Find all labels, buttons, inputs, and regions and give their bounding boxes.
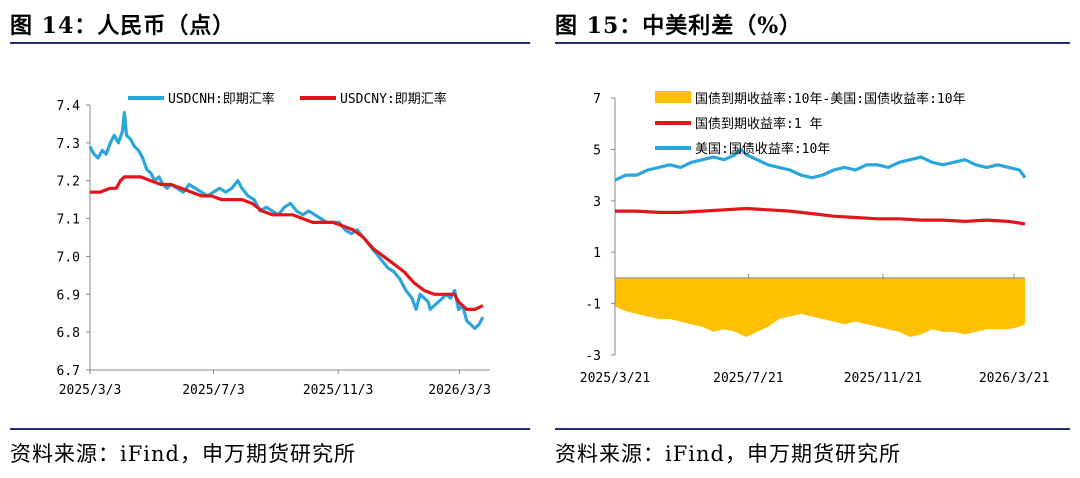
chart1-y-tick-label: 6.8 <box>57 326 80 341</box>
spread-area <box>615 277 1025 337</box>
chart1-x-tick-label: 2025/11/3 <box>303 383 373 398</box>
chart2-x-tick-label: 2025/11/21 <box>844 371 922 386</box>
right-panel-title: 图 15：中美利差（%） <box>555 13 803 39</box>
chart2-x-tick-label: 2026/3/21 <box>979 371 1049 386</box>
spread-chart: 7 5 3 1 -1 -3 2025/3/21 2025/7/21 2025/11/21 2026… <box>580 91 1050 386</box>
chart2-series <box>614 147 1027 226</box>
chart1-series <box>88 111 485 330</box>
cn-1y-yield-line <box>615 206 1026 226</box>
chart2-y-tick-label: 5 <box>593 143 601 158</box>
chart2-x-tick-label: 2025/3/21 <box>580 371 650 386</box>
usdcnh-line <box>88 111 485 330</box>
chart2-x-tick-label: 2025/7/21 <box>713 371 783 386</box>
chart1-y-tick-label: 6.9 <box>57 288 80 303</box>
us-10y-yield-line <box>614 147 1027 182</box>
right-source-rule <box>555 428 1070 430</box>
chart2-axes: 7 5 3 1 -1 -3 2025/3/21 2025/7/21 2025/11/21 2026… <box>580 92 1050 386</box>
chart1-y-tick-label: 7.0 <box>57 250 80 265</box>
left-title-rule <box>10 42 530 44</box>
chart2-y-tick-label: 3 <box>593 195 601 210</box>
chart2-legend-swatch <box>655 91 691 103</box>
chart1-axes: 7.4 7.3 7.2 7.1 7.0 6.9 6.8 6.7 2025/3/3 2025/7/3… <box>57 99 491 398</box>
chart1-y-tick-label: 7.4 <box>57 99 81 114</box>
right-panel-source: 资料来源：iFind，申万期货研究所 <box>555 442 901 466</box>
chart2-legend-label: 美国:国债收益率:10年 <box>695 141 830 157</box>
chart1-x-tick-label: 2026/3/3 <box>428 383 491 398</box>
chart1-legend: USDCNH:即期汇率 USDCNY:即期汇率 <box>128 91 447 107</box>
chart2-legend-label: 国债到期收益率:1 年 <box>695 116 822 132</box>
chart1-x-tick-label: 2025/3/3 <box>59 383 122 398</box>
chart1-y-tick-label: 6.7 <box>57 364 80 379</box>
usdcny-chart: 7.4 7.3 7.2 7.1 7.0 6.9 6.8 6.7 2025/3/3 2025/7/3… <box>57 91 491 398</box>
chart1-y-tick-label: 7.3 <box>57 137 80 152</box>
chart2-area <box>615 277 1025 337</box>
chart1-y-tick-label: 7.2 <box>57 175 80 190</box>
left-source-rule <box>10 428 530 430</box>
usdcny-line <box>90 175 484 311</box>
chart2-y-tick-label: -1 <box>585 298 601 313</box>
left-panel-source: 资料来源：iFind，申万期货研究所 <box>10 442 356 466</box>
chart2-legend-label: 国债到期收益率:10年-美国:国债收益率:10年 <box>695 91 966 107</box>
left-panel-title: 图 14：人民币（点） <box>10 13 236 39</box>
chart1-x-tick-label: 2025/7/3 <box>182 383 245 398</box>
chart2-y-tick-label: -3 <box>585 349 601 364</box>
chart2-y-tick-label: 1 <box>593 246 601 261</box>
chart2-y-tick-label: 7 <box>593 92 601 107</box>
chart1-y-tick-label: 7.1 <box>57 213 80 228</box>
chart1-legend-label: USDCNH:即期汇率 <box>168 91 275 107</box>
right-title-rule <box>555 42 1070 44</box>
chart1-legend-label: USDCNY:即期汇率 <box>340 91 447 107</box>
